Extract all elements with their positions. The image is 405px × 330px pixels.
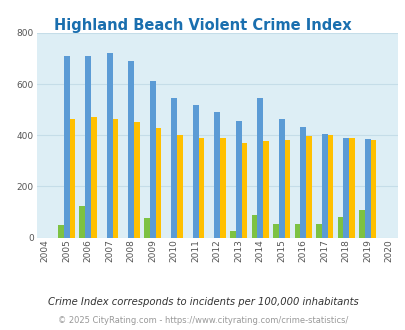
Bar xyxy=(272,223,278,238)
Bar xyxy=(364,139,370,238)
Bar xyxy=(177,135,183,238)
Bar xyxy=(79,206,85,238)
Bar xyxy=(358,210,364,238)
Bar xyxy=(144,218,149,238)
Bar xyxy=(300,127,305,238)
Bar xyxy=(257,98,262,238)
Bar xyxy=(91,116,97,238)
Bar xyxy=(305,136,311,238)
Bar xyxy=(220,138,225,238)
Bar xyxy=(155,128,161,238)
Bar xyxy=(262,141,268,238)
Bar xyxy=(321,134,327,238)
Bar xyxy=(198,138,204,238)
Text: Crime Index corresponds to incidents per 100,000 inhabitants: Crime Index corresponds to incidents per… xyxy=(47,297,358,307)
Bar xyxy=(230,231,235,238)
Bar xyxy=(235,121,241,238)
Bar xyxy=(214,112,220,238)
Text: Highland Beach Violent Crime Index: Highland Beach Violent Crime Index xyxy=(54,18,351,33)
Bar xyxy=(327,135,333,238)
Bar xyxy=(107,53,112,238)
Bar xyxy=(284,140,290,238)
Bar xyxy=(278,119,284,238)
Bar xyxy=(112,119,118,238)
Bar xyxy=(134,122,140,238)
Bar xyxy=(315,224,321,238)
Bar xyxy=(149,81,155,238)
Bar xyxy=(171,98,177,238)
Bar xyxy=(343,138,348,238)
Bar xyxy=(241,144,247,238)
Bar xyxy=(251,215,257,238)
Bar xyxy=(69,119,75,238)
Text: © 2025 CityRating.com - https://www.cityrating.com/crime-statistics/: © 2025 CityRating.com - https://www.city… xyxy=(58,316,347,325)
Bar xyxy=(58,225,64,238)
Bar xyxy=(64,56,69,238)
Bar xyxy=(128,61,134,238)
Bar xyxy=(85,56,91,238)
Bar xyxy=(370,140,375,238)
Bar xyxy=(337,217,343,238)
Bar xyxy=(294,224,300,238)
Bar xyxy=(348,138,354,238)
Bar xyxy=(192,105,198,238)
